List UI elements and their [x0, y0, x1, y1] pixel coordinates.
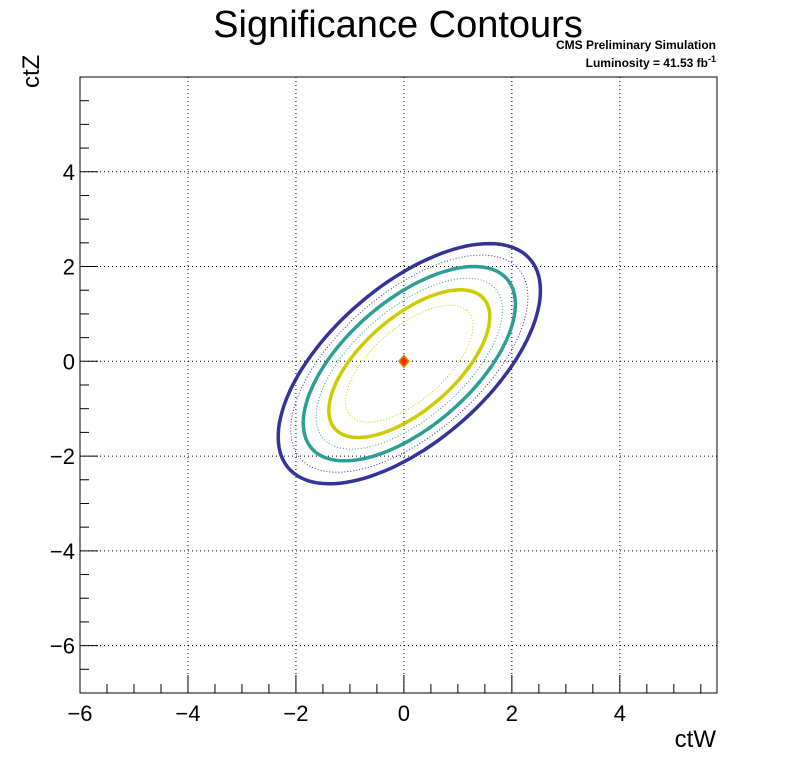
x-tick-label: 2: [506, 701, 518, 726]
best-fit-point: [397, 354, 410, 369]
luminosity-unit-exponent: -1: [707, 54, 716, 64]
y-tick-label: −6: [50, 634, 75, 659]
grid-lines: [80, 77, 717, 693]
contour-outer-solid: [276, 241, 543, 486]
x-tick-label: −2: [283, 701, 308, 726]
x-tick-label: 4: [614, 701, 626, 726]
tick-labels: −6 −4 −2 0 2 4 −6 −4 −2 0 2 4: [50, 160, 626, 726]
contour-middle-dotted: [315, 277, 504, 450]
contour-lines: [276, 241, 543, 486]
plot-frame: [79, 76, 718, 694]
x-tick-label: −4: [175, 701, 200, 726]
cms-label: CMS Preliminary Simulation: [555, 38, 716, 52]
y-tick-label: 2: [63, 255, 75, 280]
contour-middle-solid: [301, 264, 518, 463]
contour-outer-dotted: [290, 254, 529, 473]
luminosity-label: Luminosity = 41.53 fb-1: [556, 52, 716, 70]
y-tick-label: 4: [63, 160, 75, 185]
cms-annotation: CMS Preliminary Simulation Luminosity = …: [556, 38, 716, 70]
contour-inner-solid: [327, 288, 492, 440]
y-tick-label: −2: [50, 444, 75, 469]
x-tick-label: −6: [67, 701, 92, 726]
luminosity-text: Luminosity = 41.53 fb: [585, 56, 708, 70]
axis-ticks: [79, 76, 702, 694]
best-fit-marker: [397, 354, 410, 369]
contour-inner-dotted: [344, 304, 474, 423]
y-axis-label: ctZ: [18, 54, 45, 88]
y-tick-label: −4: [50, 539, 75, 564]
x-tick-label: 0: [398, 701, 410, 726]
y-tick-label: 0: [63, 349, 75, 374]
chart-title: Significance Contours: [213, 4, 583, 46]
x-axis-label: ctW: [674, 726, 716, 753]
